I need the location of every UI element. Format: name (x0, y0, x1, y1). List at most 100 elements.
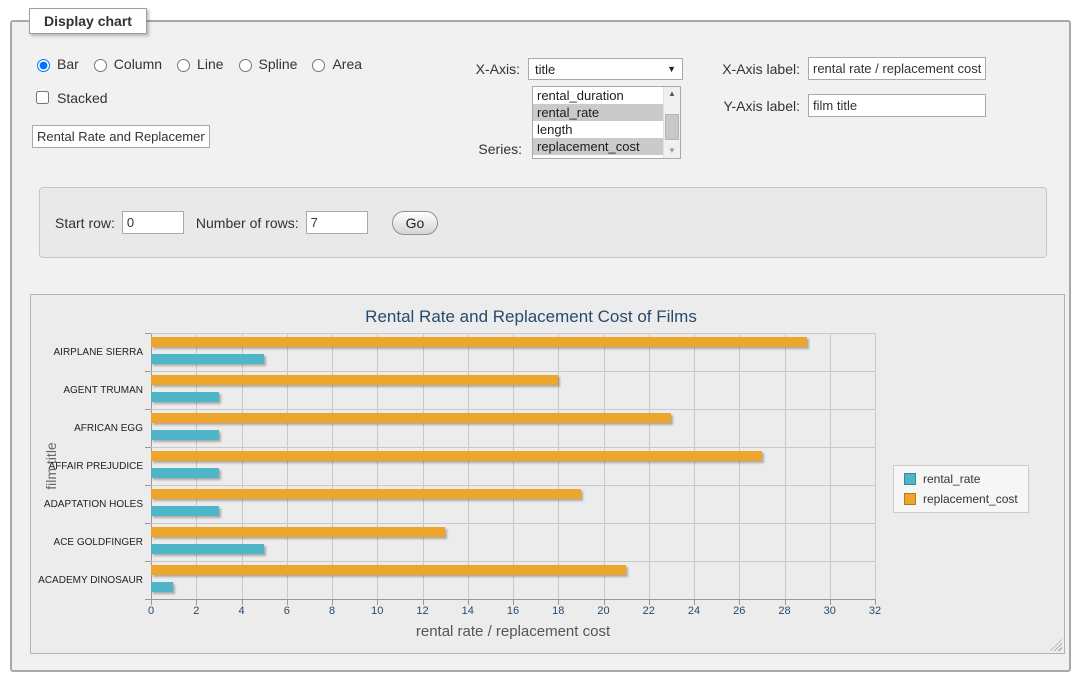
x-axis-label-input[interactable] (808, 57, 986, 80)
chevron-down-icon: ▼ (667, 64, 676, 74)
legend-item-replacement_cost[interactable]: replacement_cost (904, 492, 1018, 506)
go-button[interactable]: Go (392, 211, 439, 235)
series-scrollbar[interactable]: ▲ ▼ (663, 87, 680, 158)
grid-line-vertical (332, 333, 333, 599)
x-axis-tick-label: 8 (329, 605, 335, 617)
x-axis-tick-label: 12 (416, 605, 428, 617)
x-axis-tick-label: 26 (733, 605, 745, 617)
grid-line-horizontal (151, 485, 875, 486)
bar-replacement_cost-airplane-sierra (151, 337, 807, 347)
category-label: AGENT TRUMAN (31, 385, 143, 396)
bar-rental_rate-agent-truman (151, 392, 219, 402)
chart-type-option-bar[interactable]: Bar (32, 56, 79, 72)
start-row-label: Start row: (55, 215, 115, 231)
num-rows-label: Number of rows: (196, 215, 299, 231)
bar-rental_rate-african-egg (151, 430, 219, 440)
grid-line-vertical (513, 333, 514, 599)
grid-line-horizontal (151, 447, 875, 448)
fieldset-title: Display chart (29, 8, 147, 34)
grid-line-vertical (604, 333, 605, 599)
series-option-replacement_cost[interactable]: replacement_cost (533, 138, 663, 155)
chart-type-label: Bar (57, 56, 79, 72)
resize-grip-icon[interactable] (1050, 639, 1062, 651)
y-axis-tick-mark (145, 333, 151, 334)
y-axis-tick-mark (145, 371, 151, 372)
grid-line-vertical (468, 333, 469, 599)
start-row-input[interactable] (122, 211, 184, 234)
category-label: ACE GOLDFINGER (31, 537, 143, 548)
y-axis-tick-mark (145, 485, 151, 486)
x-axis-tick-label: 30 (824, 605, 836, 617)
chart-type-label: Area (332, 56, 362, 72)
y-axis-label-row: Y-Axis label: (718, 94, 986, 117)
series-listbox[interactable]: rental_durationrental_ratelengthreplacem… (532, 86, 681, 159)
x-axis-selected-value: title (535, 62, 555, 77)
chart-title-input[interactable] (32, 125, 210, 148)
bar-replacement_cost-ace-goldfinger (151, 527, 445, 537)
chart-type-radio-column[interactable] (94, 59, 107, 72)
chart-type-option-spline[interactable]: Spline (234, 56, 298, 72)
legend-label: replacement_cost (923, 492, 1018, 506)
x-axis-line (151, 599, 875, 600)
x-axis-select[interactable]: title ▼ (528, 58, 683, 80)
y-axis-line (151, 333, 152, 599)
x-axis-tick-label: 32 (869, 605, 881, 617)
bar-rental_rate-airplane-sierra (151, 354, 264, 364)
series-option-length[interactable]: length (533, 121, 663, 138)
chart-type-radio-area[interactable] (312, 59, 325, 72)
chart-type-radio-spline[interactable] (239, 59, 252, 72)
stacked-label: Stacked (57, 90, 108, 106)
series-option-rental_rate[interactable]: rental_rate (533, 104, 663, 121)
x-axis-tick-label: 10 (371, 605, 383, 617)
scrollbar-track[interactable] (664, 101, 680, 144)
series-option-rental_duration[interactable]: rental_duration (533, 87, 663, 104)
chart-legend: rental_rate replacement_cost (893, 465, 1029, 513)
x-axis-tick-label: 22 (643, 605, 655, 617)
scrollbar-thumb[interactable] (665, 114, 679, 140)
grid-line-vertical (694, 333, 695, 599)
y-axis-tick-mark (145, 561, 151, 562)
stacked-option[interactable]: Stacked (32, 88, 108, 107)
x-axis-tick-label: 28 (778, 605, 790, 617)
grid-line-vertical (875, 333, 876, 599)
grid-line-vertical (242, 333, 243, 599)
category-label: ACADEMY DINOSAUR (31, 575, 143, 586)
y-axis-label-caption: Y-Axis label: (718, 98, 800, 114)
chart-title: Rental Rate and Replacement Cost of Film… (31, 307, 1031, 327)
bar-rental_rate-affair-prejudice (151, 468, 219, 478)
bar-replacement_cost-african-egg (151, 413, 671, 423)
bar-replacement_cost-affair-prejudice (151, 451, 762, 461)
x-axis-tick-label: 24 (688, 605, 700, 617)
bar-rental_rate-academy-dinosaur (151, 582, 173, 592)
scroll-down-icon[interactable]: ▼ (664, 144, 680, 158)
stacked-checkbox[interactable] (36, 91, 49, 104)
scroll-up-icon[interactable]: ▲ (664, 87, 680, 101)
chart-type-radio-bar[interactable] (37, 59, 50, 72)
chart-type-label: Spline (259, 56, 298, 72)
chart-type-radio-line[interactable] (177, 59, 190, 72)
x-axis-label-text: X-Axis: (462, 61, 520, 77)
chart-type-option-column[interactable]: Column (89, 56, 162, 72)
chart-type-option-area[interactable]: Area (307, 56, 362, 72)
y-axis-tick-mark (145, 447, 151, 448)
x-axis-tick-label: 14 (462, 605, 474, 617)
grid-line-vertical (287, 333, 288, 599)
app-background: { "window": { "legend_title": "Display c… (0, 0, 1081, 681)
x-axis-tick-label: 20 (597, 605, 609, 617)
category-label: AFRICAN EGG (31, 423, 143, 434)
row-range-panel: Start row: Number of rows: Go (39, 187, 1047, 258)
legend-swatch-icon (904, 473, 916, 485)
chart-type-option-line[interactable]: Line (172, 56, 223, 72)
y-axis-label-input[interactable] (808, 94, 986, 117)
y-axis-tick-mark (145, 599, 151, 600)
grid-line-horizontal (151, 371, 875, 372)
y-axis-tick-mark (145, 523, 151, 524)
x-axis-label-row: X-Axis label: (718, 57, 986, 80)
legend-item-rental_rate[interactable]: rental_rate (904, 472, 1018, 486)
grid-line-vertical (196, 333, 197, 599)
x-axis-tick-label: 2 (193, 605, 199, 617)
grid-line-vertical (739, 333, 740, 599)
bar-rental_rate-adaptation-holes (151, 506, 219, 516)
grid-line-horizontal (151, 409, 875, 410)
num-rows-input[interactable] (306, 211, 368, 234)
